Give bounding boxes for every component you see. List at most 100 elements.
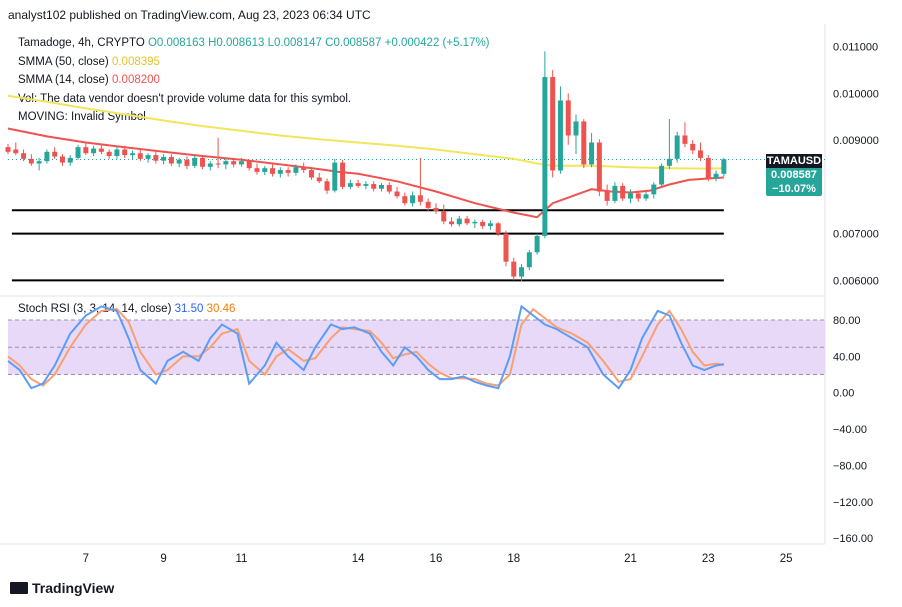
candle[interactable] [98,148,104,152]
candle[interactable] [270,168,276,174]
candle[interactable] [129,153,135,156]
candle[interactable] [557,100,563,171]
stoch-k-value: 31.50 [174,303,204,315]
candle[interactable] [145,155,151,159]
candle[interactable] [659,165,665,185]
candle[interactable] [5,147,11,152]
candle[interactable] [44,151,50,162]
candle[interactable] [394,191,400,197]
candle[interactable] [534,235,540,253]
candle[interactable] [308,170,314,178]
candle[interactable] [122,149,128,156]
candle[interactable] [215,163,221,165]
candle[interactable] [511,261,517,277]
price-tick-label: 0.009000 [833,135,879,147]
candle[interactable] [28,158,34,164]
candle[interactable] [612,185,618,201]
candle[interactable] [285,170,291,173]
candle[interactable] [137,153,143,159]
candle[interactable] [604,191,610,201]
candle[interactable] [168,156,174,164]
candle[interactable] [246,161,252,169]
candle[interactable] [238,161,244,165]
candle[interactable] [106,151,112,157]
candle[interactable] [487,223,493,227]
candle[interactable] [503,233,509,262]
candle[interactable] [410,195,416,204]
candle[interactable] [231,161,237,165]
candle[interactable] [690,143,696,151]
candle[interactable] [324,181,330,191]
candle[interactable] [620,185,626,199]
candle[interactable] [589,142,595,165]
candle[interactable] [651,184,657,195]
candle[interactable] [480,221,486,227]
candle[interactable] [114,149,120,157]
candle[interactable] [52,151,58,157]
candle[interactable] [316,177,322,182]
candle[interactable] [526,252,532,268]
candle[interactable] [176,159,182,164]
candle[interactable] [402,196,408,204]
candle[interactable] [464,218,470,224]
candle[interactable] [223,161,229,165]
candle[interactable] [21,153,27,159]
candle[interactable] [13,149,19,154]
candle[interactable] [635,193,641,199]
candle[interactable] [425,201,431,208]
candle[interactable] [713,173,719,179]
badge-symbol: TAMAUSD [766,154,822,168]
candle[interactable] [705,157,711,179]
candle[interactable] [83,147,89,154]
candle[interactable] [643,194,649,199]
candle[interactable] [386,184,392,192]
candle[interactable] [456,218,462,225]
candle[interactable] [550,77,556,171]
candle[interactable] [254,168,260,172]
candle[interactable] [721,159,727,174]
candle[interactable] [184,159,190,166]
stoch-tick-label: −80.00 [833,460,867,472]
candle[interactable] [355,183,361,186]
candle[interactable] [573,121,579,136]
candle[interactable] [581,121,587,165]
candle[interactable] [417,195,423,202]
candle[interactable] [449,221,455,225]
candle[interactable] [293,167,299,173]
candle[interactable] [441,211,447,222]
candle[interactable] [674,135,680,159]
candle[interactable] [347,183,353,187]
candle[interactable] [666,158,672,166]
candle[interactable] [519,267,525,277]
candle[interactable] [542,77,548,236]
candle[interactable] [433,207,439,212]
candle[interactable] [59,156,65,163]
candle[interactable] [565,100,571,136]
candle[interactable] [682,135,688,144]
candle[interactable] [192,157,198,166]
candle[interactable] [698,150,704,158]
candle[interactable] [67,157,73,163]
candle[interactable] [277,170,283,174]
stoch-tick-label: −160.00 [833,533,873,545]
candle[interactable] [262,168,268,172]
candle[interactable] [596,142,602,192]
candle[interactable] [161,156,167,161]
candle[interactable] [627,193,633,199]
candle[interactable] [200,157,206,167]
candle[interactable] [301,167,307,171]
candle[interactable] [363,184,369,186]
candle[interactable] [332,162,338,191]
candle[interactable] [153,155,159,161]
candle[interactable] [472,221,478,224]
candle[interactable] [75,147,81,158]
candle[interactable] [378,184,384,189]
candle[interactable] [207,163,213,167]
candle[interactable] [371,184,377,189]
candle[interactable] [91,148,97,154]
candle[interactable] [495,223,501,234]
time-tick-label: 16 [430,553,443,565]
candle[interactable] [340,162,346,187]
candle[interactable] [36,161,42,164]
